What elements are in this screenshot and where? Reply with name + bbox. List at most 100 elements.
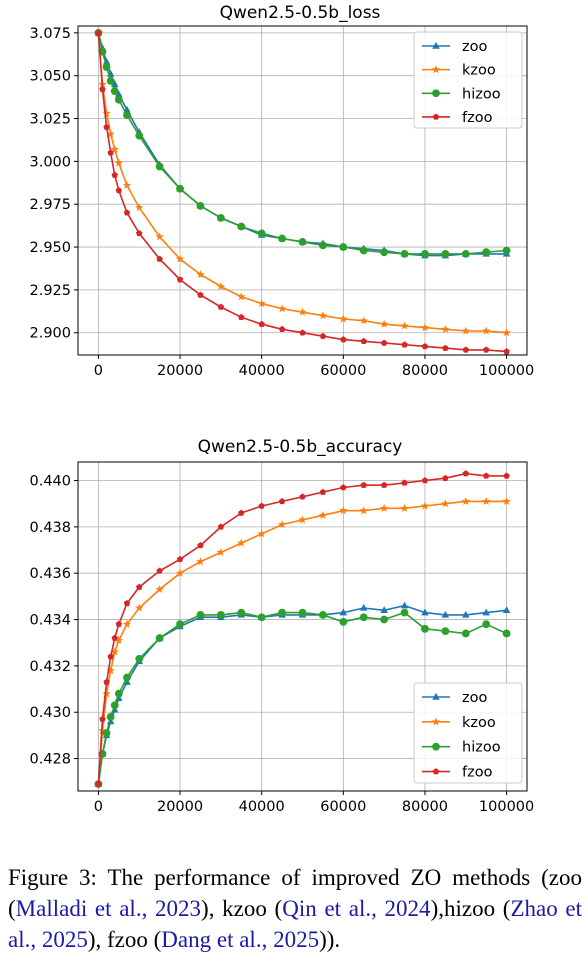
accuracy-point-kzoo-19 <box>379 503 389 512</box>
accuracy-point-kzoo-7 <box>135 603 144 612</box>
accuracy-legend-marker-hizoo <box>432 742 440 751</box>
citation-dang[interactable]: Dang et al., 2025 <box>161 927 320 952</box>
citation-malladi[interactable]: Malladi et al., 2023 <box>15 896 202 921</box>
citation-qin[interactable]: Qin et al., 2024 <box>282 896 431 921</box>
accuracy-point-fzoo-22 <box>442 474 449 481</box>
caption-lead: Figure 3: The performance of improved ZO… <box>8 865 582 921</box>
accuracy-legend-marker-zoo <box>432 692 440 700</box>
accuracy-point-fzoo-15 <box>299 493 306 500</box>
accuracy-point-kzoo-15 <box>298 515 307 524</box>
loss-point-hizoo-4 <box>110 87 119 96</box>
accuracy-point-hizoo-20 <box>400 608 409 617</box>
accuracy-series-kzoo <box>94 496 511 788</box>
loss-point-hizoo-24 <box>482 248 491 257</box>
loss-series-hizoo <box>94 28 511 258</box>
loss-point-fzoo-2 <box>103 123 110 130</box>
loss-x-tick-label-2: 40000 <box>239 363 285 379</box>
caption-mid3: ), fzoo ( <box>87 927 162 952</box>
accuracy-point-kzoo-24 <box>481 496 491 505</box>
accuracy-legend-label-hizoo: hizoo <box>462 740 501 756</box>
loss-point-hizoo-3 <box>106 76 115 85</box>
accuracy-point-fzoo-1 <box>99 715 106 722</box>
loss-point-hizoo-5 <box>114 95 123 104</box>
accuracy-point-kzoo-17 <box>339 506 348 515</box>
loss-point-hizoo-8 <box>155 162 164 171</box>
accuracy-point-fzoo-21 <box>421 477 429 484</box>
loss-point-kzoo-16 <box>318 311 328 320</box>
accuracy-point-zoo-25 <box>502 606 511 614</box>
accuracy-point-zoo-21 <box>421 608 429 616</box>
accuracy-point-fzoo-20 <box>401 479 408 486</box>
loss-y-tick-label-0: 2.900 <box>29 326 71 342</box>
accuracy-point-fzoo-3 <box>107 653 114 660</box>
accuracy-x-tick-label-5: 100000 <box>479 799 534 815</box>
loss-y-tick-label-2: 2.950 <box>29 240 71 256</box>
accuracy-x-tick-label-4: 80000 <box>402 799 448 815</box>
loss-x-tick-label-4: 80000 <box>402 363 448 379</box>
accuracy-point-zoo-22 <box>441 610 450 618</box>
accuracy-point-hizoo-22 <box>441 627 450 636</box>
accuracy-point-hizoo-13 <box>257 613 266 622</box>
accuracy-point-hizoo-24 <box>482 620 491 629</box>
accuracy-y-tick-label-6: 0.440 <box>29 474 71 490</box>
accuracy-point-zoo-17 <box>339 608 348 616</box>
accuracy-point-kzoo-21 <box>420 501 430 510</box>
loss-point-kzoo-12 <box>237 292 246 301</box>
loss-point-kzoo-3 <box>106 129 115 138</box>
loss-point-kzoo-24 <box>481 326 491 335</box>
loss-series-kzoo <box>94 28 511 337</box>
loss-point-kzoo-14 <box>277 304 287 313</box>
loss-legend-marker-fzoo <box>432 113 440 120</box>
loss-legend-label-zoo: zoo <box>462 39 487 55</box>
accuracy-point-hizoo-6 <box>123 673 131 682</box>
loss-point-kzoo-4 <box>110 144 119 153</box>
loss-point-kzoo-22 <box>441 324 450 333</box>
accuracy-point-kzoo-4 <box>110 647 119 656</box>
accuracy-x-tick-label-0: 0 <box>94 799 103 815</box>
loss-point-fzoo-12 <box>238 313 245 321</box>
loss-point-kzoo-20 <box>400 321 409 330</box>
accuracy-chart-title: Qwen2.5-0.5b_accuracy <box>198 437 403 457</box>
figure-caption: Figure 3: The performance of improved ZO… <box>8 862 582 955</box>
loss-point-hizoo-20 <box>400 250 409 258</box>
loss-point-hizoo-2 <box>102 63 111 72</box>
citation-zhao[interactable]: Zhao et al., 2025 <box>8 896 583 952</box>
accuracy-point-hizoo-12 <box>237 608 246 617</box>
loss-point-fzoo-6 <box>123 209 131 216</box>
loss-point-fzoo-0 <box>95 29 102 36</box>
accuracy-point-zoo-18 <box>359 603 368 611</box>
accuracy-chart-ticks: 0 20000 40000 60000 80000 100000 0.428 0.430 0.4… <box>29 474 534 815</box>
loss-y-tick-label-1: 2.925 <box>29 283 71 299</box>
loss-point-hizoo-13 <box>257 229 266 238</box>
loss-point-hizoo-10 <box>196 202 205 210</box>
accuracy-point-hizoo-16 <box>319 611 327 619</box>
loss-point-kzoo-6 <box>122 180 132 189</box>
accuracy-point-hizoo-15 <box>298 608 307 617</box>
accuracy-point-fzoo-4 <box>111 634 118 641</box>
loss-point-kzoo-9 <box>175 254 185 263</box>
loss-point-hizoo-19 <box>380 248 389 257</box>
accuracy-point-kzoo-18 <box>359 506 368 515</box>
accuracy-point-kzoo-23 <box>461 496 470 505</box>
accuracy-point-zoo-20 <box>400 601 409 609</box>
loss-point-kzoo-18 <box>359 316 368 325</box>
loss-x-tick-label-5: 100000 <box>479 363 534 379</box>
accuracy-point-fzoo-12 <box>238 509 245 516</box>
loss-point-fzoo-5 <box>115 187 123 194</box>
loss-point-fzoo-13 <box>258 320 265 327</box>
accuracy-point-zoo-23 <box>462 610 470 618</box>
loss-point-fzoo-15 <box>299 329 306 336</box>
loss-point-hizoo-25 <box>502 246 511 255</box>
loss-point-kzoo-11 <box>216 282 226 291</box>
loss-legend-label-fzoo: fzoo <box>462 110 493 126</box>
loss-point-fzoo-19 <box>380 339 388 346</box>
loss-point-kzoo-8 <box>155 232 164 241</box>
loss-point-kzoo-25 <box>502 328 511 337</box>
loss-point-fzoo-7 <box>135 229 143 237</box>
accuracy-y-tick-label-4: 0.436 <box>29 566 71 582</box>
accuracy-point-hizoo-11 <box>216 611 225 619</box>
accuracy-x-tick-label-3: 60000 <box>320 799 366 815</box>
accuracy-point-fzoo-16 <box>319 488 327 495</box>
loss-point-hizoo-14 <box>278 234 286 243</box>
